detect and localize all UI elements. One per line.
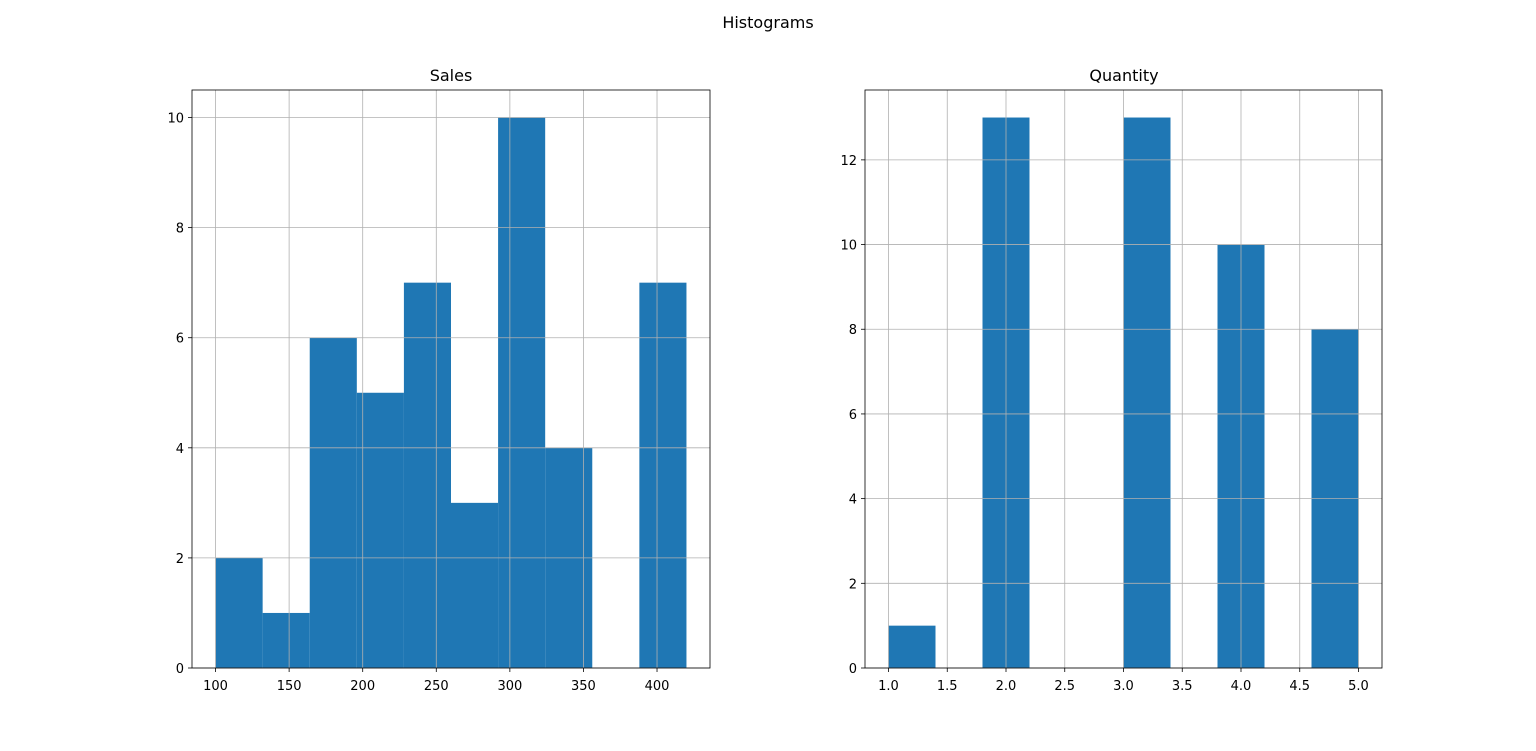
sales-y-tick-label-0: 0 [176, 662, 184, 677]
quantity-bar-0 [888, 625, 936, 668]
sales-y-tick-label-1: 2 [176, 552, 184, 567]
quantity-y-tick-label-2: 4 [849, 493, 857, 508]
quantity-y-tick-label-3: 6 [849, 408, 857, 423]
quantity-x-tick-label-1: 1.5 [937, 679, 958, 694]
quantity-x-tick-label-8: 5.0 [1348, 679, 1369, 694]
sales-bar-6 [498, 117, 546, 669]
sales-bar-4 [403, 282, 451, 668]
sales-histogram-title: Sales [430, 66, 473, 85]
sales-x-tick-label-1: 150 [277, 679, 302, 694]
figure-title: Histograms [722, 13, 813, 32]
quantity-x-tick-label-2: 2.0 [996, 679, 1017, 694]
quantity-y-tick-label-5: 10 [840, 239, 857, 254]
sales-bar-9 [639, 282, 687, 668]
sales-x-tick-label-4: 300 [497, 679, 522, 694]
quantity-y-tick-label-4: 8 [849, 323, 857, 338]
sales-bar-5 [451, 502, 499, 668]
quantity-bar-5 [1123, 117, 1171, 669]
quantity-y-tick-label-1: 2 [849, 577, 857, 592]
sales-bar-3 [356, 392, 404, 668]
sales-x-tick-label-0: 100 [203, 679, 228, 694]
quantity-x-tick-label-7: 4.5 [1289, 679, 1310, 694]
quantity-x-tick-label-0: 1.0 [878, 679, 899, 694]
sales-y-tick-label-5: 10 [167, 112, 184, 127]
quantity-x-tick-label-6: 4.0 [1231, 679, 1252, 694]
quantity-histogram: Quantity 1.0 1.5 2.0 2.5 3.0 3.5 4.0 4.5 5.0 0 2 4 6… [840, 66, 1383, 694]
sales-histogram: Sales 100 150 200 250 300 350 400 0 2 4 6 8 10 [167, 66, 711, 694]
sales-bar-1 [262, 612, 310, 668]
sales-x-tick-label-5: 350 [571, 679, 596, 694]
quantity-x-tick-label-5: 3.5 [1172, 679, 1193, 694]
quantity-histogram-title: Quantity [1089, 66, 1158, 85]
quantity-y-tick-label-0: 0 [849, 662, 857, 677]
sales-y-tick-label-3: 6 [176, 332, 184, 347]
sales-bar-2 [309, 337, 357, 668]
sales-y-tick-label-2: 4 [176, 442, 184, 457]
sales-bar-0 [215, 557, 263, 668]
sales-x-tick-label-6: 400 [645, 679, 670, 694]
sales-y-tick-label-4: 8 [176, 222, 184, 237]
quantity-x-tick-label-3: 2.5 [1054, 679, 1075, 694]
quantity-x-tick-label-4: 3.0 [1113, 679, 1134, 694]
sales-axes-frame [191, 89, 711, 669]
quantity-y-tick-label-6: 12 [840, 154, 857, 169]
sales-x-tick-label-3: 250 [424, 679, 449, 694]
sales-x-tick-label-2: 200 [350, 679, 375, 694]
